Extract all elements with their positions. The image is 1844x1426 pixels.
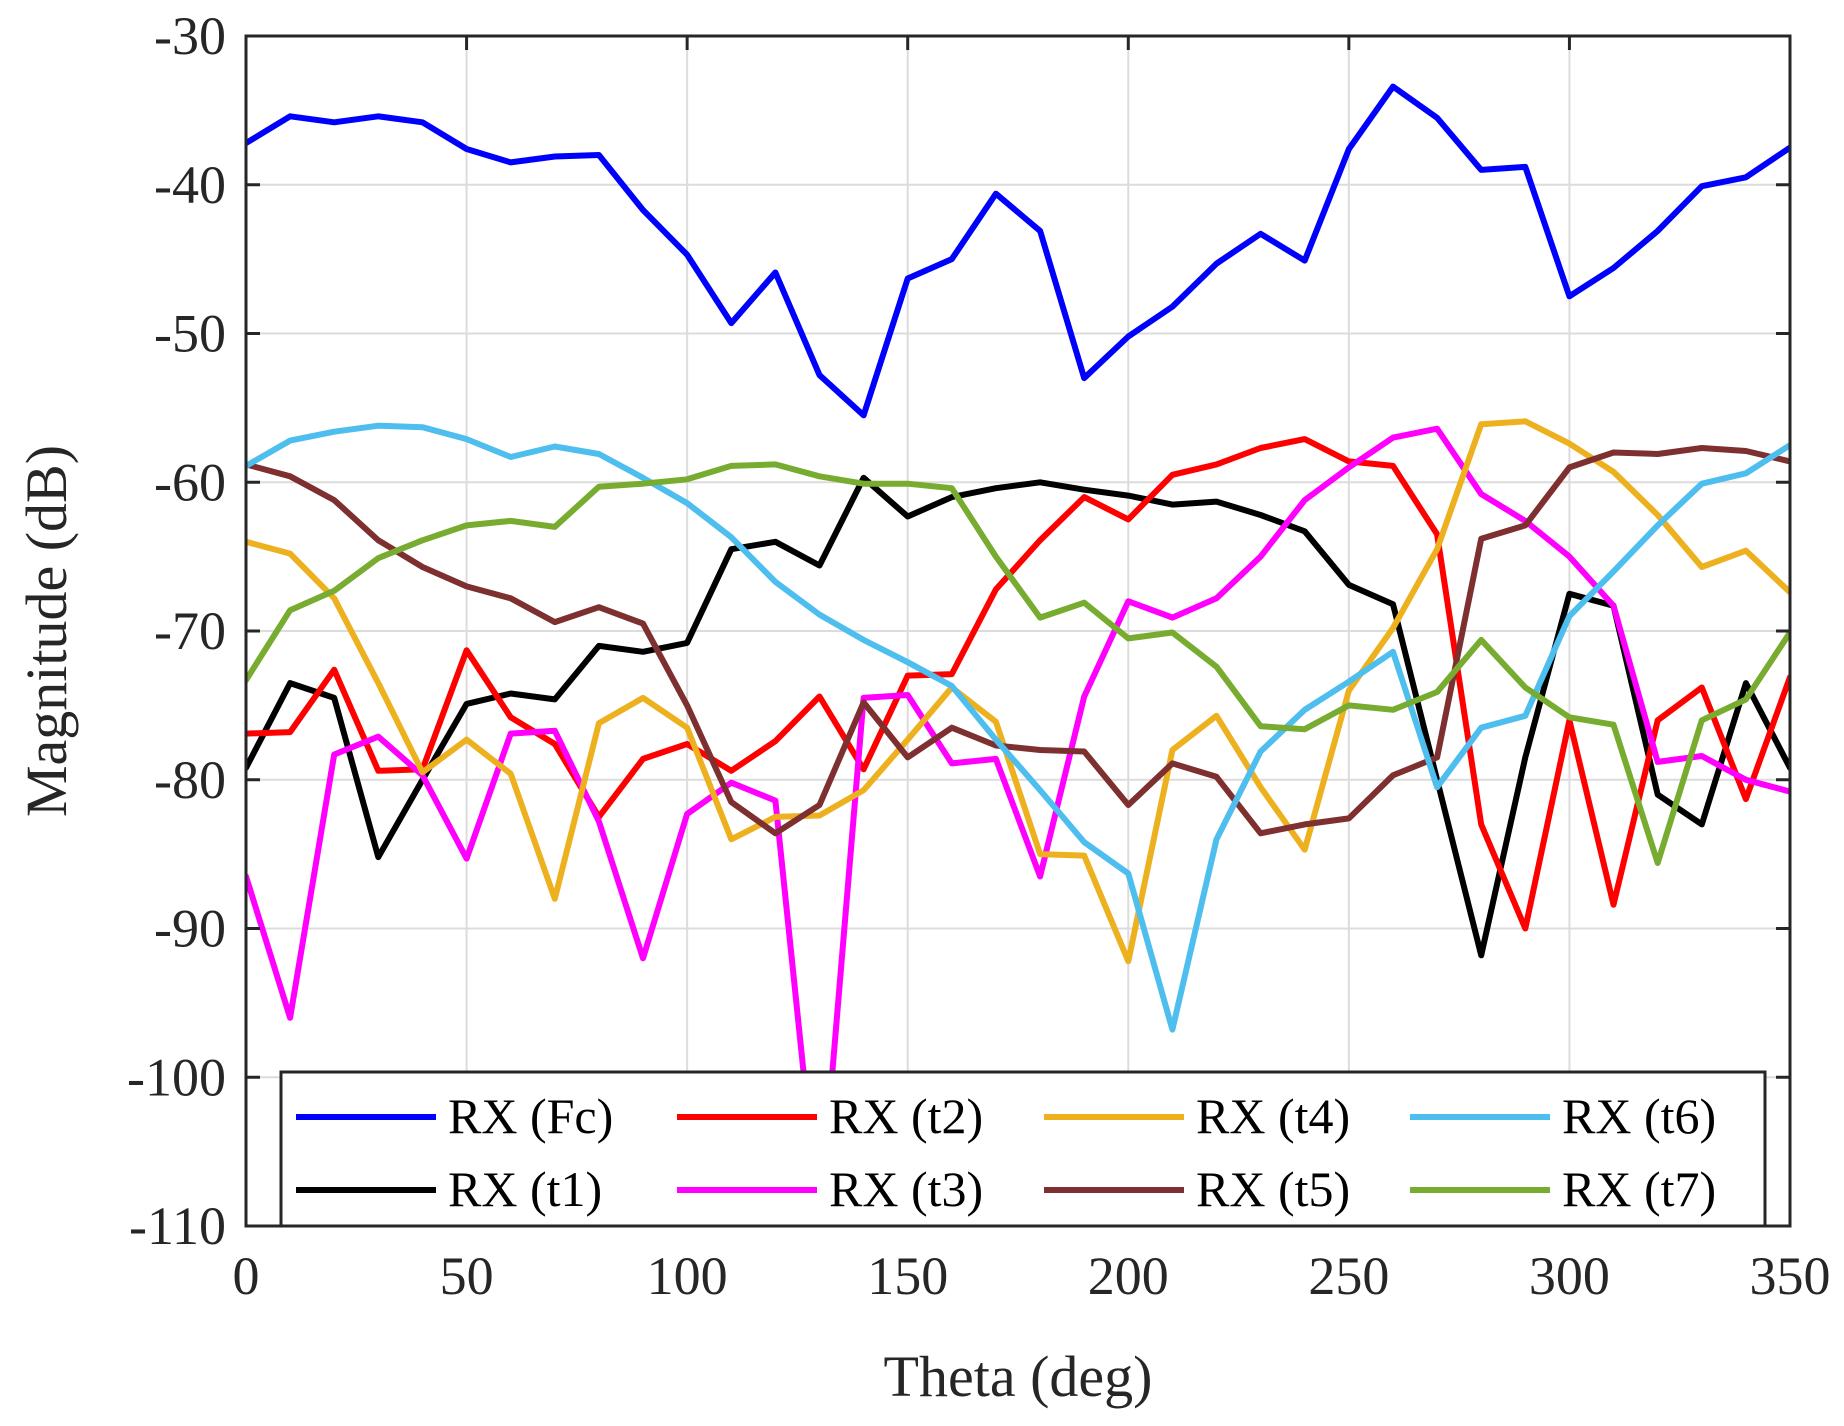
y-tick-label: -100 [127,1047,226,1107]
axis-ticks: 0 50 100 150 200 250 300 350 -110 -100 -90 -80 -70 -6… [127,6,1830,1306]
y-tick-label: -90 [154,899,226,959]
legend-label: RX (t3) [829,1161,983,1217]
series-line-rx-t4 [246,418,1790,965]
x-tick-label: 200 [1088,1246,1169,1306]
legend-item: RX (t6) [1410,1088,1716,1144]
legend-label: RX (t5) [1196,1161,1350,1217]
x-tick-label: 250 [1308,1246,1389,1306]
series-line-rx-t3 [246,425,1790,1226]
x-tick-label: 100 [647,1246,728,1306]
series-line-rx-t6 [246,422,1790,1033]
x-tick-label: 300 [1529,1246,1610,1306]
legend-item: RX (t1) [296,1161,602,1217]
y-tick-label: -110 [129,1196,226,1256]
legend-item: RX (t3) [677,1161,983,1217]
y-axis-title: Magnitude (dB) [14,445,79,817]
legend-item: RX (t2) [677,1088,983,1144]
y-tick-label: -60 [154,452,226,512]
series-line-rx-t2 [246,436,1790,932]
y-tick-label: -40 [154,155,226,215]
y-tick-label: -50 [154,304,226,364]
x-axis-title: Theta (deg) [884,1344,1153,1409]
legend-item: RX (t5) [1044,1161,1350,1217]
x-tick-label: 50 [440,1246,494,1306]
series-lines [246,83,1790,1226]
x-tick-label: 150 [867,1246,948,1306]
legend-label: RX (Fc) [448,1088,613,1144]
legend-item: RX (t4) [1044,1088,1350,1144]
x-tick-label: 0 [233,1246,260,1306]
legend-label: RX (t6) [1562,1088,1716,1144]
series-line-rx-t7 [246,461,1790,866]
legend-label: RX (t7) [1562,1161,1716,1217]
series-line-rx-t1 [246,474,1790,959]
legend-label: RX (t2) [829,1088,983,1144]
legend-item: RX (Fc) [296,1088,613,1144]
y-tick-label: -70 [154,601,226,661]
x-tick-label: 350 [1750,1246,1831,1306]
y-tick-label: -30 [154,6,226,66]
legend-box [279,1070,1767,1228]
legend-label: RX (t4) [1196,1088,1350,1144]
legend-item: RX (t7) [1410,1161,1716,1217]
series-line-rx-t5 [246,445,1790,837]
y-tick-label: -80 [154,750,226,810]
legend-label: RX (t1) [448,1161,602,1217]
legend: RX (Fc) RX (t1) RX (t2) RX (t3) RX (t4) RX (t… [279,1070,1767,1228]
series-line-rx-fc [246,83,1790,419]
